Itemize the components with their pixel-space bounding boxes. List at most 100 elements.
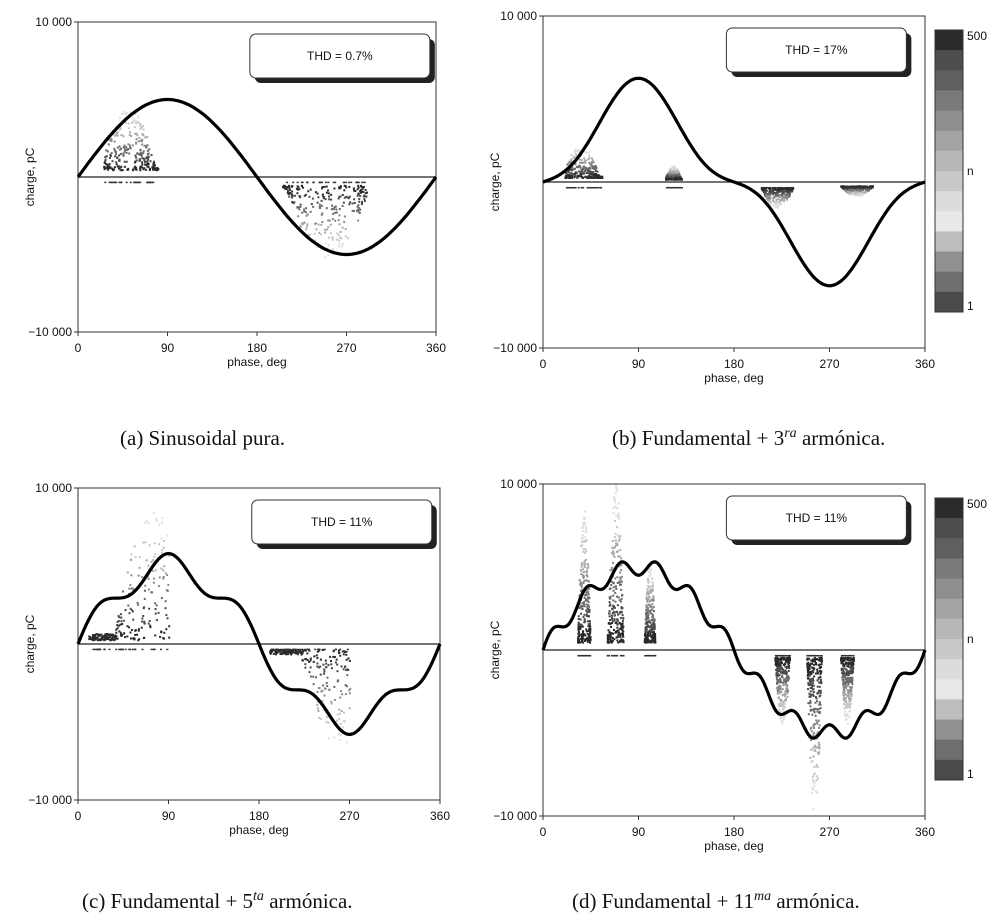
pd-point xyxy=(352,187,355,190)
pd-point xyxy=(123,160,126,163)
pd-point xyxy=(612,554,615,557)
pd-point xyxy=(813,766,816,769)
pd-point xyxy=(146,161,149,164)
pd-point xyxy=(617,629,620,632)
pd-point xyxy=(579,166,582,169)
pd-point xyxy=(787,664,790,667)
pd-point xyxy=(296,650,299,653)
pd-point xyxy=(572,156,575,159)
pd-point xyxy=(301,659,304,662)
pd-point xyxy=(358,200,361,203)
pd-point xyxy=(120,616,123,619)
pd-point xyxy=(610,583,613,586)
pd-point xyxy=(613,555,616,558)
pd-baseline-point xyxy=(129,181,132,184)
pd-point xyxy=(89,637,92,640)
pd-point xyxy=(321,186,324,189)
pd-point xyxy=(103,168,106,171)
pd-point xyxy=(781,703,784,706)
pd-baseline-point xyxy=(820,654,823,657)
pd-point xyxy=(118,128,121,131)
pd-point xyxy=(585,569,588,572)
pd-baseline-point xyxy=(320,181,323,184)
pd-point xyxy=(807,682,810,685)
pd-point xyxy=(114,150,117,153)
pd-baseline-point xyxy=(778,186,781,189)
pd-baseline-point xyxy=(811,654,814,657)
pd-point xyxy=(783,695,786,698)
pd-point xyxy=(580,161,583,164)
pd-point xyxy=(611,612,614,615)
pd-point xyxy=(283,184,286,187)
pd-point xyxy=(580,565,583,568)
pd-point xyxy=(334,661,337,664)
pd-point xyxy=(284,186,287,189)
pd-baseline-point xyxy=(589,654,592,657)
pd-point xyxy=(814,663,817,666)
pd-baseline-point xyxy=(578,654,581,657)
thd-box xyxy=(251,499,433,545)
pd-point xyxy=(287,193,290,196)
pd-point xyxy=(150,154,153,157)
pd-point xyxy=(607,636,610,639)
pd-point xyxy=(645,614,648,617)
pd-point xyxy=(94,637,97,640)
pd-baseline-point xyxy=(849,654,852,657)
pd-point xyxy=(139,125,142,128)
pd-point xyxy=(165,628,168,631)
pd-point xyxy=(294,651,297,654)
pd-point xyxy=(582,641,585,644)
pd-point xyxy=(319,665,322,668)
pd-point xyxy=(92,639,95,642)
pd-point xyxy=(785,667,788,670)
pd-point xyxy=(108,167,111,170)
pd-point xyxy=(349,687,352,690)
pd-point xyxy=(848,666,851,669)
pd-point xyxy=(779,661,782,664)
pd-point xyxy=(580,170,583,173)
pd-point xyxy=(580,159,583,162)
pd-point xyxy=(844,678,847,681)
pd-baseline-point xyxy=(119,181,122,184)
pd-point xyxy=(613,605,616,608)
pd-point xyxy=(331,247,334,250)
pd-point xyxy=(337,234,340,237)
pd-point xyxy=(365,195,368,198)
pd-point xyxy=(316,662,319,665)
pd-point xyxy=(155,619,158,622)
pd-point xyxy=(646,625,649,628)
pd-point xyxy=(776,664,779,667)
pd-point xyxy=(845,704,848,707)
pd-point xyxy=(142,134,145,137)
pd-point xyxy=(587,615,590,618)
pd-point xyxy=(323,196,326,199)
pd-point xyxy=(116,627,119,630)
pd-point xyxy=(330,193,333,196)
pd-point xyxy=(577,638,580,641)
pd-point xyxy=(287,185,290,188)
pd-baseline-point xyxy=(858,186,861,189)
pd-point xyxy=(582,582,585,585)
pd-point xyxy=(785,659,788,662)
pd-baseline-point xyxy=(573,186,576,189)
pd-point xyxy=(774,201,777,204)
pd-point xyxy=(143,636,146,639)
pd-baseline-point xyxy=(152,181,155,184)
pd-point xyxy=(608,619,611,622)
pd-point xyxy=(148,607,151,610)
pd-point xyxy=(146,144,149,147)
colorbar-label-middle: n xyxy=(967,164,974,178)
pd-point xyxy=(308,660,311,663)
pd-point xyxy=(768,190,771,193)
pd-point xyxy=(298,208,301,211)
pd-point xyxy=(579,149,582,152)
colorbar-segment xyxy=(935,618,963,640)
pd-point xyxy=(149,167,152,170)
pd-point xyxy=(582,536,585,539)
pd-point xyxy=(305,658,308,661)
pd-point xyxy=(617,634,620,637)
pd-point xyxy=(583,613,586,616)
pd-scatter-c xyxy=(88,512,352,744)
pd-point xyxy=(612,512,615,515)
pd-point xyxy=(782,671,785,674)
